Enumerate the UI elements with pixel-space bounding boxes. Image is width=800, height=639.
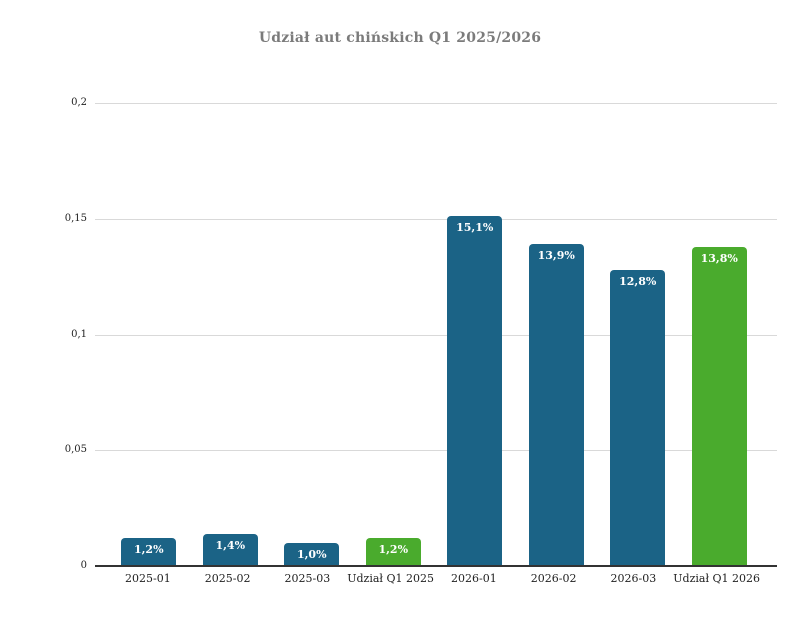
x-tick-label: 2026-02 <box>530 572 577 585</box>
bar-slot: 15,1% <box>434 103 516 566</box>
bar-Udział Q1 2025: 1,2% <box>365 538 421 566</box>
bar-slot: 1,0% <box>271 103 353 566</box>
x-tick-label: 2026-03 <box>610 572 657 585</box>
bar-Udział Q1 2026: 13,8% <box>691 246 747 566</box>
bar-slot: 13,8% <box>679 103 761 566</box>
bar-2026-02: 13,9% <box>528 244 584 566</box>
y-tick-label: 0,05 <box>64 444 87 456</box>
x-axis-line <box>95 565 777 567</box>
y-tick-label: 0,2 <box>71 97 87 108</box>
chart-title: Udział aut chińskich Q1 2025/2026 <box>258 30 542 46</box>
bar-value-label: 1,0% <box>296 547 327 561</box>
bar-2025-02: 1,4% <box>202 533 258 566</box>
y-tick-label: 0,1 <box>71 328 87 340</box>
bar-value-label: 13,9% <box>537 249 575 263</box>
bar-value-label: 1,2% <box>133 543 164 557</box>
gridline <box>95 334 777 336</box>
bar-2025-01: 1,2% <box>121 538 177 566</box>
bar-slot: 13,9% <box>516 103 598 566</box>
bar-2026-01: 15,1% <box>447 216 503 566</box>
x-tick-label: 2026-01 <box>451 572 497 585</box>
gridline <box>95 103 777 104</box>
bar-value-label: 13,8% <box>700 251 738 265</box>
x-tick-label: Udział Q1 2026 <box>673 572 761 585</box>
y-tick-label: 0 <box>80 560 87 571</box>
bar-slot: 1,4% <box>190 103 272 566</box>
x-tick-label: 2025-01 <box>125 572 171 585</box>
x-tick-label: 2025-03 <box>284 572 331 585</box>
bar-slot: 12,8% <box>597 103 679 566</box>
bar-value-label: 1,4% <box>215 538 246 552</box>
x-axis-labels: 2025-01 2025-02 2025-03 Udział Q1 2025 2026-… <box>108 572 760 585</box>
x-tick-label: Udział Q1 2025 <box>347 572 435 585</box>
bar-slot: 1,2% <box>353 103 435 566</box>
bar-2026-03: 12,8% <box>610 269 666 566</box>
gridline <box>95 218 777 220</box>
plot-area: 0 0,05 0,1 0,15 0,2 1,2% 1,4% 1,0% 1,2% 15,1% 13,… <box>65 97 777 571</box>
bar-2025-03: 1,0% <box>284 542 340 566</box>
x-tick-label: 2025-02 <box>204 572 251 585</box>
bar-value-label: 1,2% <box>378 543 409 557</box>
bar-slot: 1,2% <box>108 103 190 566</box>
y-tick-label: 0,15 <box>64 212 87 224</box>
bar-value-label: 12,8% <box>619 274 657 288</box>
bar-value-label: 15,1% <box>456 221 494 235</box>
gridline <box>95 450 777 452</box>
bars-container: 1,2% 1,4% 1,0% 1,2% 15,1% 13,9% 12,8% 13,8% <box>108 103 760 566</box>
